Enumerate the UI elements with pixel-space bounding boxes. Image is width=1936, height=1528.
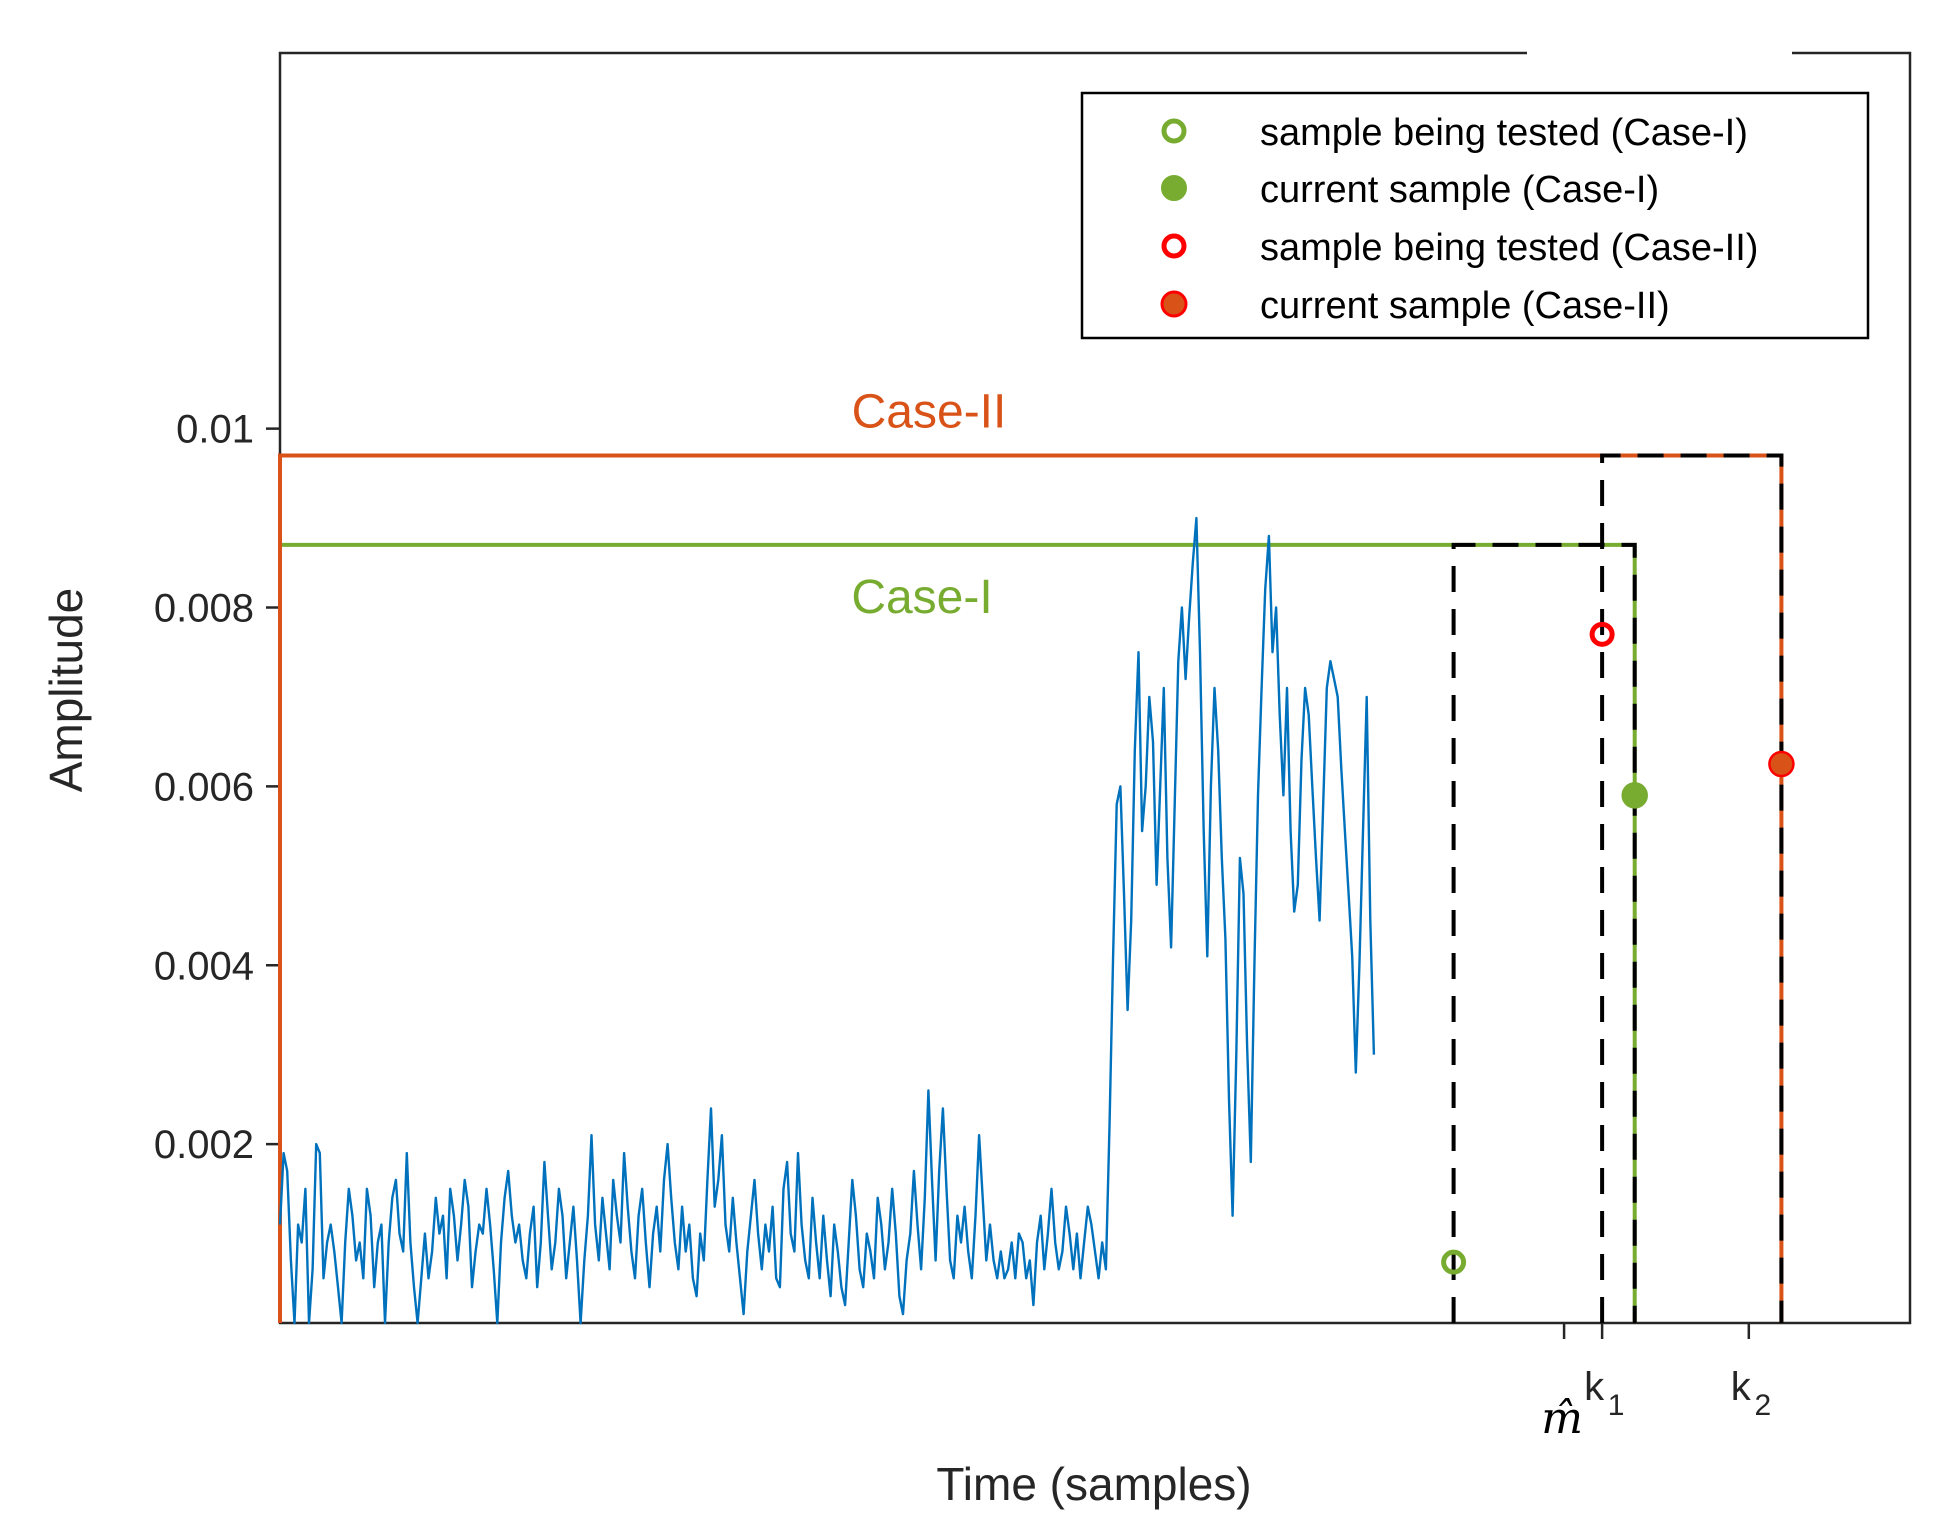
legend-marker-current-case-ii xyxy=(1160,290,1188,318)
x-axis-ticks: m̂k 1 k 2 xyxy=(1541,1323,1771,1444)
x-tick-label: k xyxy=(1584,1365,1605,1409)
y-tick-label: 0.01 xyxy=(176,408,254,452)
y-tick-label: 0.008 xyxy=(154,587,254,631)
legend-label-tested-case-ii: sample being tested (Case-II) xyxy=(1260,227,1758,269)
case-windows xyxy=(278,453,1784,1323)
marker-current-case-ii xyxy=(1768,750,1795,778)
case-ii-label: Case-II xyxy=(852,385,1007,438)
legend-label-tested-case-i: sample being tested (Case-I) xyxy=(1260,112,1748,154)
frame-gap xyxy=(1527,50,1792,55)
x-tick-label: k xyxy=(1731,1365,1752,1409)
case-i-window-line xyxy=(278,542,1637,1323)
x-tick-label-subscript: 1 xyxy=(1608,1389,1625,1422)
case-ii-window-dashes xyxy=(1600,453,1784,1323)
y-tick-label: 0.002 xyxy=(154,1123,254,1167)
x-tick-label-mhat: m̂ xyxy=(1541,1393,1583,1444)
marker-current-case-i xyxy=(1621,782,1648,809)
x-tick-label-subscript: 2 xyxy=(1754,1389,1771,1422)
sample-markers xyxy=(1441,621,1795,1275)
case-i-window-dashes xyxy=(1451,542,1637,1323)
marker-tested-case-ii xyxy=(1589,621,1615,647)
y-tick-label: 0.004 xyxy=(154,944,254,988)
legend-marker-tested-case-ii xyxy=(1161,233,1187,259)
legend-label-current-case-ii: current sample (Case-II) xyxy=(1260,285,1670,327)
x-axis-title: Time (samples) xyxy=(936,1458,1251,1510)
legend: sample being tested (Case-I) current sam… xyxy=(1080,91,1870,340)
signal-series-line xyxy=(278,516,1376,1325)
legend-label-current-case-i: current sample (Case-I) xyxy=(1260,169,1659,211)
legend-box xyxy=(1080,91,1870,340)
marker-tested-case-i xyxy=(1441,1249,1467,1275)
legend-marker-current-case-i xyxy=(1161,175,1187,201)
case-i-label: Case-I xyxy=(851,571,992,624)
y-axis-ticks: 0.002 0.004 0.006 0.008 0.01 xyxy=(154,408,280,1167)
legend-marker-tested-case-i xyxy=(1161,118,1187,144)
y-axis-title: Amplitude xyxy=(40,588,92,793)
y-tick-label: 0.006 xyxy=(154,765,254,809)
